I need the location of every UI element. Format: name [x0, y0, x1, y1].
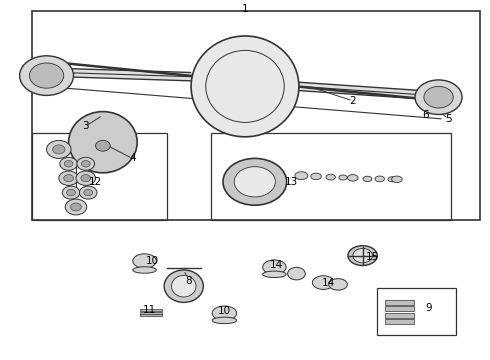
Bar — [385, 306, 414, 311]
Bar — [385, 319, 414, 324]
Bar — [385, 313, 414, 318]
Circle shape — [81, 161, 90, 167]
Bar — [140, 312, 162, 314]
Circle shape — [77, 157, 95, 170]
Text: 5: 5 — [445, 114, 452, 124]
Ellipse shape — [133, 267, 156, 273]
Ellipse shape — [347, 175, 358, 181]
Ellipse shape — [172, 275, 196, 297]
Ellipse shape — [348, 246, 377, 266]
Circle shape — [29, 63, 64, 88]
Text: 12: 12 — [89, 177, 102, 187]
Text: 4: 4 — [129, 153, 136, 163]
Circle shape — [65, 199, 87, 215]
Circle shape — [234, 167, 275, 197]
Circle shape — [20, 56, 74, 95]
Text: 14: 14 — [321, 278, 335, 288]
Text: 15: 15 — [366, 252, 379, 262]
Text: 2: 2 — [349, 96, 356, 106]
Circle shape — [47, 140, 71, 158]
Ellipse shape — [191, 36, 299, 137]
Text: 1: 1 — [242, 4, 248, 14]
Ellipse shape — [133, 254, 156, 268]
Circle shape — [71, 203, 81, 211]
Circle shape — [53, 145, 65, 154]
Circle shape — [353, 248, 372, 263]
Ellipse shape — [164, 270, 203, 302]
Text: 3: 3 — [82, 121, 89, 131]
Ellipse shape — [69, 112, 137, 173]
Circle shape — [81, 175, 91, 182]
Bar — [140, 314, 162, 316]
Text: 13: 13 — [285, 177, 298, 187]
Ellipse shape — [363, 176, 372, 181]
Circle shape — [60, 157, 77, 170]
Text: 10: 10 — [218, 306, 231, 316]
Ellipse shape — [263, 271, 286, 278]
Ellipse shape — [212, 317, 237, 324]
Text: 6: 6 — [422, 110, 429, 120]
Text: 14: 14 — [270, 260, 284, 270]
Ellipse shape — [329, 279, 347, 290]
Bar — [211, 133, 451, 220]
Ellipse shape — [313, 276, 334, 289]
Bar — [32, 133, 167, 220]
Text: 8: 8 — [185, 276, 192, 286]
Text: 9: 9 — [425, 303, 432, 313]
Circle shape — [424, 86, 453, 108]
Circle shape — [67, 189, 75, 196]
Ellipse shape — [375, 176, 385, 182]
Circle shape — [64, 175, 74, 182]
Circle shape — [76, 171, 96, 185]
Circle shape — [223, 158, 287, 205]
Circle shape — [415, 80, 462, 114]
Ellipse shape — [392, 176, 402, 183]
Ellipse shape — [339, 175, 347, 180]
Text: 10: 10 — [146, 256, 158, 266]
Ellipse shape — [295, 172, 308, 180]
Circle shape — [59, 171, 78, 185]
Ellipse shape — [212, 306, 237, 320]
Ellipse shape — [263, 260, 286, 274]
Circle shape — [64, 161, 73, 167]
Ellipse shape — [388, 177, 396, 182]
Circle shape — [96, 140, 110, 151]
Ellipse shape — [288, 267, 305, 280]
Ellipse shape — [326, 174, 336, 180]
Bar — [140, 309, 162, 311]
Circle shape — [84, 189, 93, 196]
Text: 11: 11 — [143, 305, 156, 315]
Circle shape — [62, 186, 80, 199]
Bar — [385, 300, 414, 305]
Ellipse shape — [311, 173, 321, 180]
Bar — [377, 288, 456, 335]
Bar — [32, 11, 480, 220]
Circle shape — [79, 186, 97, 199]
